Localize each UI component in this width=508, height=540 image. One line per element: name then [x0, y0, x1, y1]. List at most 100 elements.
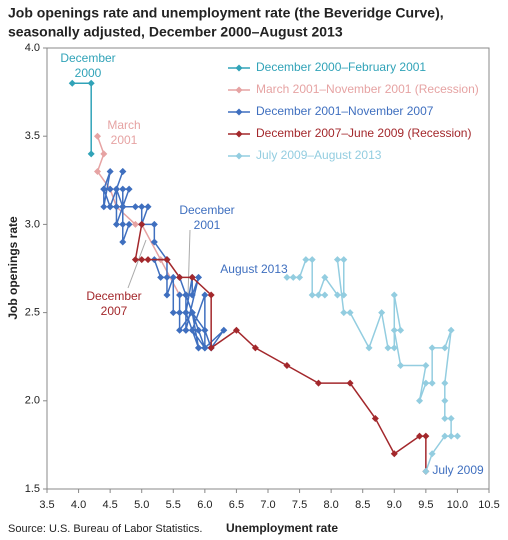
data-point — [397, 362, 405, 370]
x-tick-label: 10.5 — [478, 499, 499, 511]
data-point — [100, 150, 108, 158]
x-tick-label: 9.0 — [387, 499, 402, 511]
series-line — [286, 258, 458, 472]
data-point — [220, 326, 228, 334]
data-point — [188, 309, 196, 317]
annotation: December — [86, 289, 141, 303]
data-point — [283, 273, 291, 281]
data-point — [390, 450, 398, 458]
legend-label: December 2007–June 2009 (Recession) — [256, 126, 471, 140]
data-point — [138, 256, 146, 264]
data-point — [100, 203, 108, 211]
data-point — [182, 326, 190, 334]
data-point — [150, 238, 158, 246]
data-point — [447, 432, 455, 440]
data-point — [106, 167, 114, 175]
data-point — [416, 432, 424, 440]
source: Source: U.S. Bureau of Labor Statistics. — [8, 523, 202, 535]
data-point — [251, 344, 259, 352]
legend-label: December 2001–November 2007 — [256, 104, 434, 118]
leader-line — [187, 229, 191, 297]
data-point — [397, 326, 405, 334]
chart-title: Job openings rate and unemployment rate … — [8, 5, 444, 21]
data-point — [201, 291, 209, 299]
data-point — [94, 132, 102, 140]
data-point — [201, 326, 209, 334]
data-point — [182, 309, 190, 317]
y-tick-label: 3.5 — [25, 130, 40, 142]
data-point — [384, 344, 392, 352]
legend-marker — [235, 86, 243, 94]
data-point — [131, 220, 139, 228]
data-point — [157, 273, 165, 281]
data-point — [447, 326, 455, 334]
data-point — [289, 273, 297, 281]
x-tick-label: 5.5 — [166, 499, 181, 511]
data-point — [106, 185, 114, 193]
legend-marker — [235, 152, 243, 160]
data-point — [346, 309, 354, 317]
annotation: August 2013 — [220, 262, 288, 276]
x-tick-label: 6.5 — [229, 499, 244, 511]
x-tick-label: 5.0 — [134, 499, 149, 511]
annotation: 2001 — [111, 133, 138, 147]
data-point — [119, 185, 127, 193]
data-point — [176, 291, 184, 299]
x-tick-label: 8.5 — [355, 499, 370, 511]
data-point — [321, 273, 329, 281]
data-point — [176, 326, 184, 334]
x-tick-label: 3.5 — [39, 499, 54, 511]
annotation: 2000 — [75, 66, 102, 80]
data-point — [302, 256, 310, 264]
data-point — [119, 238, 127, 246]
y-tick-label: 2.5 — [25, 307, 40, 319]
data-point — [131, 256, 139, 264]
data-point — [144, 256, 152, 264]
data-point — [138, 203, 146, 211]
data-point — [441, 432, 449, 440]
y-tick-label: 4.0 — [25, 42, 40, 54]
data-point — [296, 273, 304, 281]
data-point — [283, 362, 291, 370]
data-point — [195, 273, 203, 281]
data-point — [100, 185, 108, 193]
chart-title: seasonally adjusted, December 2000–Augus… — [8, 24, 343, 40]
annotation: July 2009 — [432, 463, 484, 477]
data-point — [188, 326, 196, 334]
x-tick-label: 7.5 — [292, 499, 307, 511]
data-point — [441, 379, 449, 387]
data-point — [125, 220, 133, 228]
data-point — [163, 291, 171, 299]
y-tick-label: 2.0 — [25, 395, 40, 407]
data-point — [315, 379, 323, 387]
data-point — [390, 291, 398, 299]
data-point — [176, 309, 184, 317]
data-point — [308, 256, 316, 264]
data-point — [447, 414, 455, 422]
annotation: March — [107, 118, 140, 132]
data-point — [422, 467, 430, 475]
data-point — [119, 203, 127, 211]
data-point — [333, 256, 341, 264]
x-axis-label: Unemployment rate — [226, 521, 338, 535]
data-point — [201, 344, 209, 352]
data-point — [390, 344, 398, 352]
legend-marker — [235, 130, 243, 138]
data-point — [163, 273, 171, 281]
y-tick-label: 3.0 — [25, 218, 40, 230]
legend-label: December 2000–February 2001 — [256, 60, 426, 74]
data-point — [207, 344, 215, 352]
data-point — [308, 291, 316, 299]
annotation: 2001 — [194, 218, 221, 232]
data-point — [112, 203, 120, 211]
legend-label: July 2009–August 2013 — [256, 148, 382, 162]
x-tick-label: 7.0 — [260, 499, 275, 511]
data-point — [169, 273, 177, 281]
data-point — [195, 344, 203, 352]
data-point — [176, 273, 184, 281]
data-point — [378, 309, 386, 317]
legend-label: March 2001–November 2001 (Recession) — [256, 82, 479, 96]
data-point — [119, 167, 127, 175]
x-tick-label: 8.0 — [323, 499, 338, 511]
annotation: 2007 — [101, 304, 128, 318]
